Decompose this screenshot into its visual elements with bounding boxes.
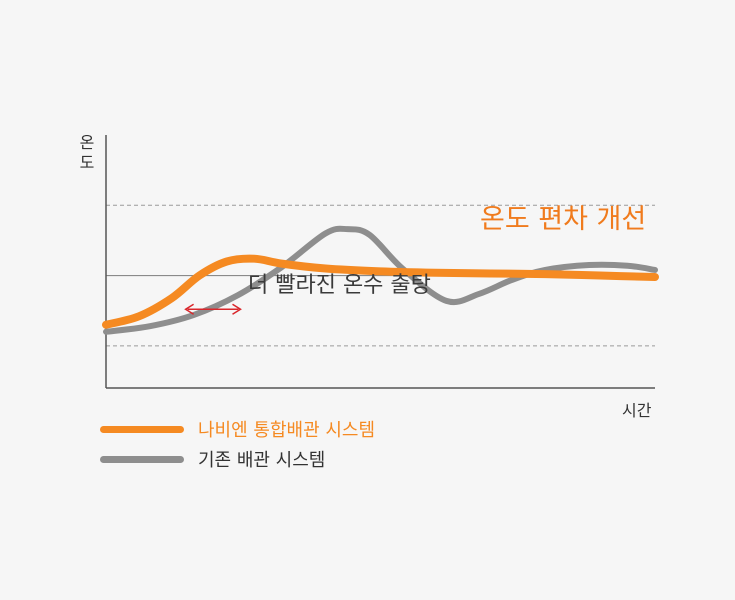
series-line-navien — [102, 254, 659, 329]
faster-arrow-left-head — [184, 303, 195, 315]
legend-item-navien: 나비엔 통합배관 시스템 — [100, 414, 375, 444]
legend-swatch-navien — [100, 425, 184, 433]
x-axis-label: 시간 — [622, 401, 652, 420]
faster-hot-water-annotation: 더 빨라진 온수 출탕 — [248, 273, 431, 298]
faster-arrow-right-head — [232, 303, 242, 315]
temperature-deviation-annotation: 온도 편차 개선 — [480, 204, 647, 235]
series-line-conventional — [103, 225, 658, 335]
y-axis-label: 온도 — [79, 133, 95, 172]
legend-label-conventional: 기존 배관 시스템 — [198, 450, 326, 471]
legend-swatch-conventional — [100, 455, 184, 463]
legend-label-navien: 나비엔 통합배관 시스템 — [198, 420, 376, 441]
legend-item-conventional: 기존 배관 시스템 — [100, 444, 375, 474]
legend: 나비엔 통합배관 시스템 기존 배관 시스템 — [100, 414, 375, 474]
